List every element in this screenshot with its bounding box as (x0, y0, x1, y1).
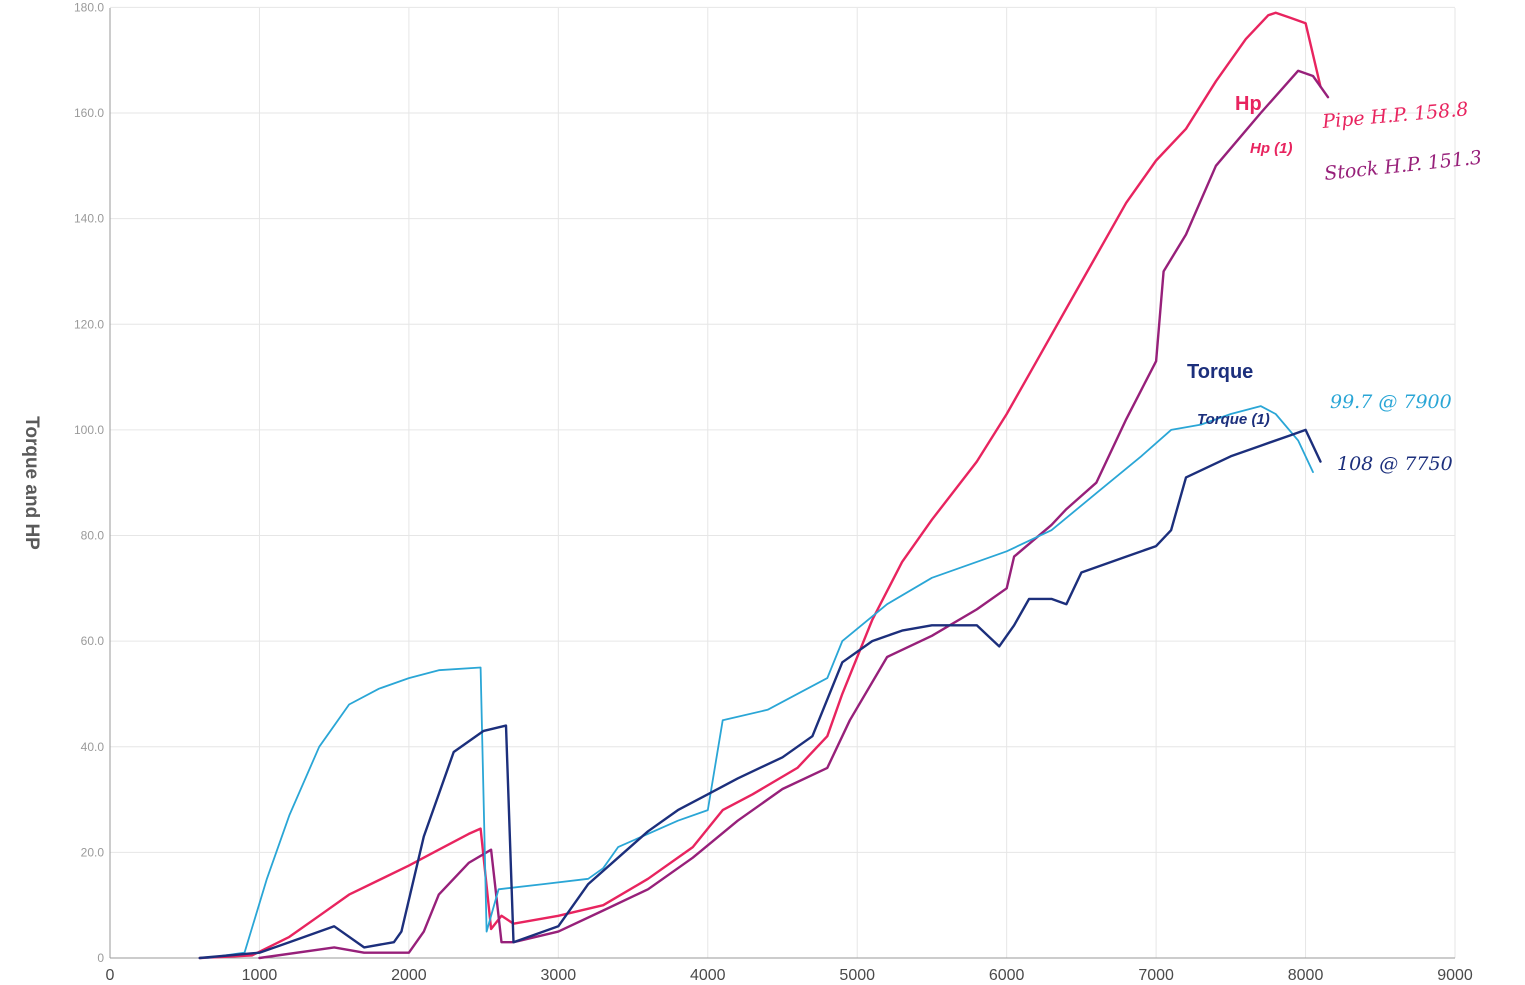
y-tick-label: 0 (97, 951, 104, 965)
x-tick-label: 0 (106, 967, 115, 984)
series-line-hp1 (258, 69, 1330, 960)
series-lines (198, 11, 1330, 960)
series-label-torque1: Torque (1) (1197, 411, 1270, 428)
y-tick-label: 180.0 (74, 0, 104, 14)
y-tick-label: 140.0 (74, 212, 104, 226)
y-tick-label: 80.0 (81, 529, 105, 543)
y-tick-label: 120.0 (74, 317, 104, 331)
series-line-hp (198, 11, 1322, 960)
annotation-stock-hp: Stock H.P. 151.3 (1323, 147, 1483, 185)
x-tick-label: 5000 (839, 967, 875, 984)
series-label-hp1: Hp (1) (1250, 140, 1293, 157)
annotation-pipe-hp: Pipe H.P. 158.8 (1321, 98, 1470, 133)
series-label-torque: Torque (1187, 361, 1253, 383)
x-tick-label: 2000 (391, 967, 427, 984)
annotation-torque-pipe: 99.7 @ 7900 (1330, 391, 1452, 413)
series-line-torque (206, 405, 1314, 959)
y-tick-label: 40.0 (81, 740, 105, 754)
y-tick-label: 100.0 (74, 423, 104, 437)
x-tick-label: 9000 (1437, 967, 1473, 984)
y-tick-label: 20.0 (81, 845, 105, 859)
grid (110, 6, 1456, 958)
y-tick-labels: 0 20.0 40.0 60.0 80.0 100.0 120.0 140.0 160.0 180… (74, 0, 104, 965)
series-label-hp: Hp (1235, 93, 1262, 115)
y-axis-title: Torque and HP (21, 416, 42, 550)
x-tick-label: 8000 (1288, 967, 1324, 984)
annotation-torque-stock: 108 @ 7750 (1337, 453, 1453, 475)
x-tick-label: 3000 (541, 967, 577, 984)
axes (109, 8, 1455, 959)
y-tick-label: 60.0 (81, 634, 105, 648)
y-tick-label: 160.0 (74, 106, 104, 120)
x-tick-label: 1000 (242, 967, 278, 984)
x-tick-label: 7000 (1138, 967, 1174, 984)
x-tick-labels: 0 1000 2000 3000 4000 5000 6000 7000 8000 9000 (106, 967, 1473, 984)
x-tick-label: 6000 (989, 967, 1025, 984)
x-tick-label: 4000 (690, 967, 726, 984)
series-line-torque1 (198, 428, 1322, 960)
